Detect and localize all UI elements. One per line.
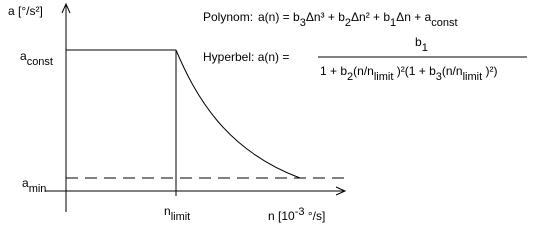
hyperbel-label: Hyperbel: a(n) = — [203, 50, 289, 64]
x-axis-label: n [10-3 °/s] — [268, 206, 325, 223]
a-min-label: amin — [22, 176, 46, 195]
text-part: a — [20, 49, 27, 63]
text-part: 1 + b — [320, 64, 347, 78]
text-part: a(n) = b — [258, 10, 300, 24]
text-part: b — [415, 35, 422, 49]
text-part: Δn + a — [396, 10, 431, 24]
subscript: 3 — [436, 71, 442, 83]
y-axis-label: a [°/s²] — [8, 4, 43, 18]
text-part: n [10 — [268, 209, 295, 223]
subscript: 1 — [390, 17, 396, 29]
hyperbola-curve — [175, 49, 301, 179]
diagram: a [°/s²] Polynom: Hyperbel: a(n) = acons… — [8, 2, 527, 223]
polynom-formula: a(n) = b3Δn³ + b2Δn² + b1Δn + aconst — [258, 10, 458, 29]
supscript: -3 — [295, 206, 305, 218]
subscript: limit — [171, 211, 191, 223]
subscript: 2 — [345, 17, 351, 29]
text-part: )²) — [482, 64, 497, 78]
subscript: min — [29, 183, 47, 195]
text-part: )²(1 + b — [393, 64, 436, 78]
subscript: 1 — [422, 42, 428, 54]
text-part: Δn² + b — [351, 10, 390, 24]
subscript: 2 — [347, 71, 353, 83]
text-part: n — [164, 204, 171, 218]
subscript: const — [431, 17, 457, 29]
n-limit-label: nlimit — [164, 204, 190, 223]
subscript: const — [27, 56, 53, 68]
polynom-label: Polynom: — [203, 10, 253, 24]
a-const-label: aconst — [20, 49, 53, 68]
y-arrow — [61, 2, 71, 14]
subscript: limit — [463, 71, 483, 83]
text-part: (n/n — [353, 64, 374, 78]
subscript: 3 — [300, 17, 306, 29]
x-arrow — [335, 186, 347, 196]
subscript: limit — [374, 71, 394, 83]
text-part: Δn³ + b — [306, 10, 345, 24]
text-part: a — [22, 176, 29, 190]
text-part: (n/n — [442, 64, 463, 78]
text-part: °/s] — [304, 209, 325, 223]
page: a [°/s²] Polynom: Hyperbel: a(n) = acons… — [8, 2, 527, 223]
hyperbel-numerator: b1 — [415, 35, 428, 54]
hyperbel-denominator: 1 + b2(n/nlimit )²(1 + b3(n/nlimit )²) — [320, 64, 497, 83]
